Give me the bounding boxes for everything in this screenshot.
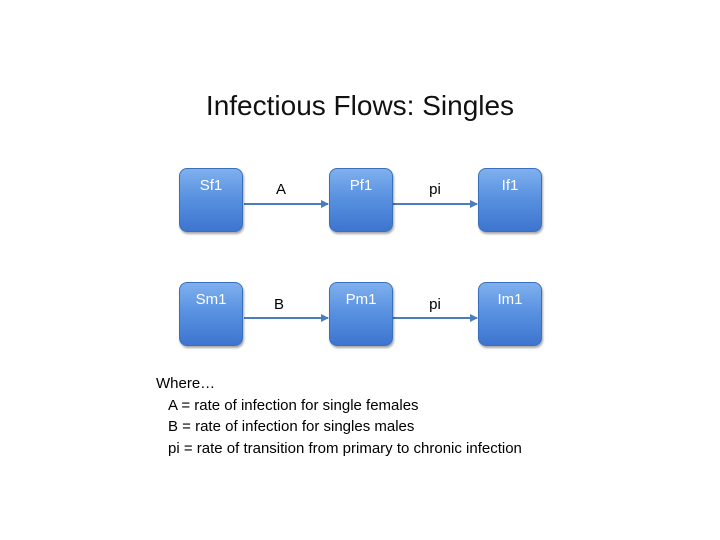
edge-label-pi-males: pi <box>429 296 441 313</box>
legend-intro: Where… <box>156 375 216 392</box>
legend-item-a: A = rate of infection for single females <box>168 396 419 414</box>
node-im1: Im1 <box>478 282 542 346</box>
node-pm1: Pm1 <box>329 282 393 346</box>
edge-label-a: A <box>275 181 286 198</box>
legend-item-b: B = rate of infection for singles males <box>168 418 415 435</box>
legend: Where… A = rate of infection for single … <box>156 373 522 459</box>
edge-label-b: B <box>273 296 284 313</box>
node-if1: If1 <box>478 168 542 232</box>
node-sf1: Sf1 <box>179 168 243 232</box>
legend-item-pi: pi = rate of transition from primary to … <box>168 439 522 457</box>
node-sm1: Sm1 <box>179 282 243 346</box>
slide-title: Infectious Flows: Singles <box>205 90 515 121</box>
node-pf1: Pf1 <box>329 168 393 232</box>
edge-label-pi-females: pi <box>429 181 441 198</box>
